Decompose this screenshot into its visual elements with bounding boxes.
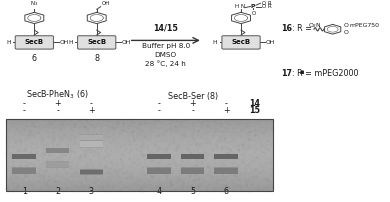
- Text: 1: 1: [22, 187, 27, 196]
- Text: 17: 17: [281, 69, 292, 78]
- Text: N: N: [240, 4, 245, 9]
- FancyBboxPatch shape: [181, 168, 204, 174]
- FancyBboxPatch shape: [12, 167, 36, 174]
- Text: -: -: [56, 106, 59, 115]
- FancyBboxPatch shape: [46, 161, 69, 168]
- FancyBboxPatch shape: [181, 167, 204, 174]
- FancyBboxPatch shape: [181, 154, 204, 159]
- FancyBboxPatch shape: [215, 154, 238, 159]
- FancyBboxPatch shape: [80, 141, 103, 148]
- FancyBboxPatch shape: [147, 167, 171, 174]
- FancyBboxPatch shape: [215, 167, 238, 174]
- FancyBboxPatch shape: [15, 36, 53, 49]
- Text: OH: OH: [122, 40, 131, 45]
- Text: -: -: [90, 99, 93, 108]
- FancyBboxPatch shape: [181, 154, 204, 159]
- FancyBboxPatch shape: [46, 161, 69, 168]
- FancyBboxPatch shape: [46, 148, 69, 153]
- Text: SecB: SecB: [231, 39, 251, 45]
- Text: OH: OH: [59, 40, 69, 45]
- FancyBboxPatch shape: [78, 36, 116, 49]
- Text: O$_2$N: O$_2$N: [308, 21, 321, 30]
- Text: mPEG750: mPEG750: [349, 23, 379, 28]
- Text: -: -: [191, 106, 194, 115]
- Text: O: O: [252, 11, 255, 16]
- FancyBboxPatch shape: [12, 167, 36, 174]
- Text: +: +: [190, 99, 196, 108]
- Text: O: O: [261, 1, 266, 6]
- Text: H: H: [235, 4, 239, 9]
- Text: SecB: SecB: [87, 39, 106, 45]
- Text: -: -: [225, 99, 228, 108]
- Text: 6: 6: [224, 187, 229, 196]
- Text: 16: 16: [281, 24, 292, 33]
- Text: SecB-PheN$_3$ (6): SecB-PheN$_3$ (6): [27, 88, 89, 101]
- FancyBboxPatch shape: [80, 141, 103, 148]
- Text: ▪: ▪: [300, 69, 304, 75]
- Text: 3: 3: [89, 187, 94, 196]
- FancyBboxPatch shape: [147, 168, 171, 174]
- Text: H: H: [6, 40, 11, 45]
- Text: R: R: [268, 4, 271, 9]
- Text: -: -: [158, 99, 161, 108]
- Text: 28 °C, 24 h: 28 °C, 24 h: [145, 60, 186, 67]
- Text: 4: 4: [157, 187, 161, 196]
- FancyBboxPatch shape: [215, 167, 238, 174]
- Text: P: P: [250, 4, 255, 9]
- Text: OH: OH: [266, 40, 275, 45]
- Text: Buffer pH 8.0: Buffer pH 8.0: [142, 43, 190, 49]
- Text: +: +: [88, 106, 94, 115]
- Text: 6: 6: [32, 54, 37, 63]
- FancyBboxPatch shape: [80, 134, 103, 141]
- Text: 2: 2: [55, 187, 60, 196]
- Text: DMSO: DMSO: [155, 52, 177, 58]
- FancyBboxPatch shape: [215, 154, 238, 159]
- FancyBboxPatch shape: [80, 141, 103, 147]
- Text: O: O: [261, 4, 266, 9]
- Text: 14/15: 14/15: [153, 23, 178, 32]
- Text: N$_3$: N$_3$: [30, 0, 39, 8]
- Text: : R =: : R =: [292, 24, 312, 33]
- Text: H: H: [68, 40, 73, 45]
- Text: +: +: [55, 99, 61, 108]
- Text: R: R: [268, 1, 271, 6]
- FancyBboxPatch shape: [181, 154, 204, 159]
- FancyBboxPatch shape: [46, 148, 69, 153]
- Text: -: -: [158, 106, 161, 115]
- FancyBboxPatch shape: [12, 168, 36, 174]
- Text: 8: 8: [94, 54, 99, 63]
- Text: SecB-Ser (8): SecB-Ser (8): [168, 92, 218, 101]
- FancyBboxPatch shape: [222, 36, 260, 49]
- Bar: [6, 119, 273, 191]
- FancyBboxPatch shape: [215, 168, 238, 174]
- Text: +: +: [223, 106, 229, 115]
- FancyBboxPatch shape: [80, 135, 103, 140]
- FancyBboxPatch shape: [80, 134, 103, 141]
- FancyBboxPatch shape: [80, 169, 103, 175]
- FancyBboxPatch shape: [147, 167, 171, 174]
- Text: 5: 5: [190, 187, 195, 196]
- FancyBboxPatch shape: [46, 148, 69, 153]
- Text: -: -: [23, 106, 26, 115]
- FancyBboxPatch shape: [46, 162, 69, 167]
- Text: O: O: [343, 30, 348, 35]
- Text: 15: 15: [250, 106, 261, 115]
- FancyBboxPatch shape: [12, 154, 36, 159]
- FancyBboxPatch shape: [80, 170, 103, 174]
- Text: 14: 14: [250, 99, 261, 108]
- Text: -: -: [23, 99, 26, 108]
- Text: O: O: [343, 23, 348, 28]
- FancyBboxPatch shape: [147, 154, 171, 159]
- Text: H: H: [213, 40, 217, 45]
- FancyBboxPatch shape: [181, 167, 204, 174]
- Text: OH: OH: [101, 1, 110, 6]
- Text: : R = mPEG2000: : R = mPEG2000: [292, 69, 359, 78]
- Text: SecB: SecB: [25, 39, 44, 45]
- FancyBboxPatch shape: [12, 154, 36, 159]
- FancyBboxPatch shape: [12, 154, 36, 159]
- FancyBboxPatch shape: [147, 154, 171, 159]
- FancyBboxPatch shape: [215, 154, 238, 159]
- FancyBboxPatch shape: [147, 154, 171, 159]
- FancyBboxPatch shape: [80, 169, 103, 175]
